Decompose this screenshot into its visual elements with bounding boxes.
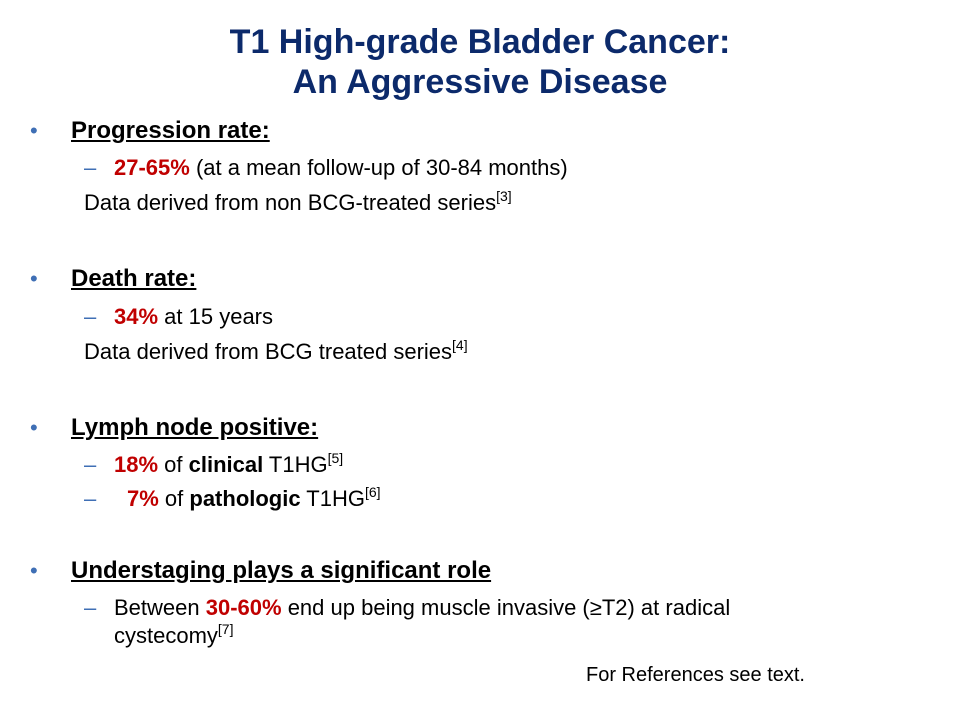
- bullet-progression-rate: • Progression rate:: [30, 116, 930, 146]
- subitem-lymph-clinical: – 18% of clinical T1HG[5]: [30, 451, 930, 479]
- bullet-icon: •: [30, 415, 38, 440]
- lymph-clinical-bold: clinical: [188, 452, 264, 477]
- note-progression-source: Data derived from non BCG-treated series…: [30, 189, 930, 217]
- understaging-value: 30-60%: [205, 595, 282, 620]
- progression-note-text: Data derived from non BCG-treated series: [84, 190, 497, 215]
- lymph-pathologic-tail: T1HG: [300, 486, 365, 511]
- dash-icon: –: [84, 304, 97, 329]
- lymph-clinical-tail: T1HG: [263, 452, 328, 477]
- subitem-understaging-range: – Between 30-60% end up being muscle inv…: [30, 594, 930, 650]
- subitem-death-value: – 34% at 15 years: [30, 303, 930, 331]
- title-line-1: T1 High-grade Bladder Cancer:: [229, 23, 731, 61]
- ref-6: [6]: [364, 484, 381, 500]
- bullet-understaging: • Understaging plays a significant role: [30, 556, 930, 586]
- subitem-progression-range: – 27-65% (at a mean follow-up of 30-84 m…: [30, 154, 930, 182]
- heading-lymph-node: Lymph node positive:: [71, 414, 319, 441]
- note-death-source: Data derived from BCG treated series[4]: [30, 338, 930, 366]
- understaging-line2: cystecomy: [114, 623, 218, 648]
- death-value: 34%: [114, 304, 159, 329]
- progression-detail: (at a mean follow-up of 30-84 months): [189, 155, 568, 180]
- bullet-list: • Progression rate: – 27-65% (at a mean …: [30, 116, 930, 650]
- bullet-icon: •: [30, 558, 38, 583]
- bullet-icon: •: [30, 118, 38, 143]
- dash-icon: –: [84, 155, 97, 180]
- references-footnote: For References see text.: [586, 664, 805, 686]
- ref-7: [7]: [217, 621, 234, 637]
- dash-icon: –: [84, 452, 97, 477]
- understaging-pre: Between: [114, 595, 206, 620]
- understaging-detail: end up being muscle invasive (≥T2) at ra…: [281, 595, 731, 620]
- death-detail: at 15 years: [158, 304, 273, 329]
- dash-icon: –: [84, 486, 97, 511]
- lymph-clinical-mid: of: [158, 452, 189, 477]
- bullet-icon: •: [30, 266, 38, 291]
- bullet-death-rate: • Death rate:: [30, 264, 930, 294]
- slide-title: T1 High-grade Bladder Cancer: An Aggress…: [0, 22, 960, 102]
- lymph-pathologic-value: 7%: [127, 486, 159, 511]
- progression-value: 27-65%: [114, 155, 190, 180]
- subitem-lymph-pathologic: – 7% of pathologic T1HG[6]: [30, 485, 930, 513]
- bullet-lymph-node: • Lymph node positive:: [30, 413, 930, 443]
- ref-4: [4]: [452, 337, 468, 353]
- death-note-text: Data derived from BCG treated series: [84, 339, 453, 364]
- title-line-2: An Aggressive Disease: [292, 63, 668, 101]
- lymph-pathologic-bold: pathologic: [189, 486, 301, 511]
- heading-death-rate: Death rate:: [71, 265, 197, 292]
- heading-understaging: Understaging plays a significant role: [71, 557, 492, 584]
- ref-3: [3]: [496, 188, 512, 204]
- lymph-clinical-value: 18%: [114, 452, 159, 477]
- heading-progression-rate: Progression rate:: [71, 117, 270, 144]
- dash-icon: –: [84, 595, 97, 620]
- lymph-pathologic-mid: of: [158, 486, 190, 511]
- ref-5: [5]: [327, 450, 344, 466]
